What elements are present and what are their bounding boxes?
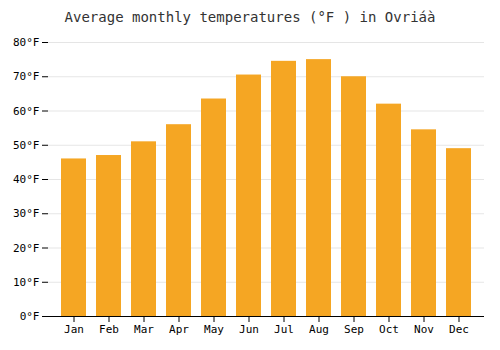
svg-text:40°F: 40°F (13, 173, 40, 186)
svg-text:Nov: Nov (414, 323, 434, 336)
svg-text:Mar: Mar (134, 323, 154, 336)
svg-text:Jul: Jul (274, 323, 294, 336)
svg-text:70°F: 70°F (13, 70, 40, 83)
svg-text:80°F: 80°F (13, 36, 40, 49)
svg-text:0°F: 0°F (20, 310, 40, 323)
svg-text:Feb: Feb (99, 323, 119, 336)
svg-text:Apr: Apr (169, 323, 189, 336)
svg-text:10°F: 10°F (13, 276, 40, 289)
svg-text:Oct: Oct (379, 323, 399, 336)
svg-text:Jun: Jun (239, 323, 259, 336)
svg-text:20°F: 20°F (13, 242, 40, 255)
svg-text:50°F: 50°F (13, 139, 40, 152)
svg-text:30°F: 30°F (13, 207, 40, 220)
svg-text:May: May (204, 323, 224, 336)
svg-text:Dec: Dec (449, 323, 469, 336)
svg-text:Jan: Jan (64, 323, 84, 336)
svg-text:Aug: Aug (309, 323, 329, 336)
svg-text:Sep: Sep (344, 323, 364, 336)
html-text:Average monthly temperatures (: Average monthly temperatures (°F ) in Ov… (64, 9, 436, 25)
svg-text:60°F: 60°F (13, 105, 40, 118)
